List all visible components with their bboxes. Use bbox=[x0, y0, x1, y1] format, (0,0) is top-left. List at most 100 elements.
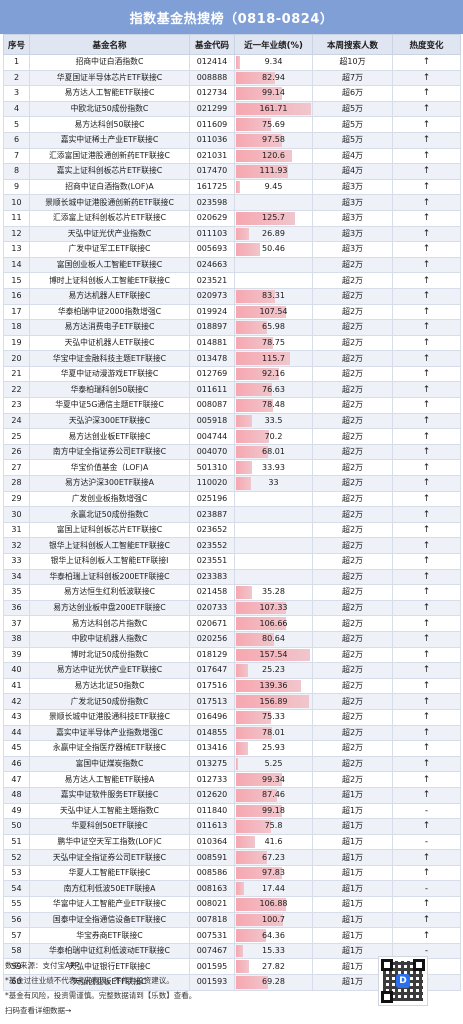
performance-value: 25.93 bbox=[262, 743, 285, 753]
table-row[interactable]: 54 南方红利低波50ETF联接A 008163 17.44 超1万 - bbox=[3, 880, 461, 898]
qr-logo-icon: D bbox=[396, 974, 410, 988]
table-row[interactable]: 37 易方达科创芯片指数C 020671 106.66 超2万 ↑ bbox=[3, 615, 461, 632]
performance-bar bbox=[236, 648, 310, 662]
row-number: 7 bbox=[3, 147, 30, 165]
table-row[interactable]: 47 易方达人工智能ETF联接A 012733 99.34 超2万 ↑ bbox=[3, 771, 461, 788]
performance-bar bbox=[236, 243, 260, 256]
performance-bar bbox=[236, 367, 279, 381]
table-row[interactable]: 49 天弘中证人工智能主题指数C 011840 99.18 超1万 - bbox=[3, 802, 461, 820]
fund-code: 018129 bbox=[189, 646, 235, 664]
table-row[interactable]: 53 华夏人工智能ETF联接C 008586 97.83 超1万 ↑ bbox=[3, 864, 461, 882]
table-row[interactable]: 3 易方达人工智能ETF联接C 012734 99.14 超6万 ↑ bbox=[3, 85, 461, 102]
table-row[interactable]: 56 国泰中证全指通信设备ETF联接C 007818 100.7 超1万 ↑ bbox=[3, 911, 461, 929]
fund-name: 易方达机器人ETF联接C bbox=[29, 287, 190, 305]
performance-bar bbox=[236, 321, 267, 334]
table-row[interactable]: 32 银华上证科创板人工智能ETF联接C 023552 超2万 ↑ bbox=[3, 537, 461, 554]
fund-code: 023887 bbox=[189, 506, 235, 523]
fund-performance: 50.46 bbox=[234, 241, 313, 258]
table-row[interactable]: 43 景顺长城中证港股通科技ETF联接C 016496 75.33 超2万 ↑ bbox=[3, 708, 461, 726]
table-row[interactable]: 14 富国创业板人工智能ETF联接C 024663 超2万 ↑ bbox=[3, 256, 461, 274]
table-row[interactable]: 38 中欧中证机器人指数C 020256 80.64 超2万 ↑ bbox=[3, 630, 461, 648]
table-row[interactable]: 25 易方达创业板ETF联接C 004744 70.2 超2万 ↑ bbox=[3, 428, 461, 445]
fund-name: 博时北证50成份指数C bbox=[29, 646, 190, 664]
table-row[interactable]: 20 华宝中证金融科技主题ETF联接C 013478 115.7 超2万 ↑ bbox=[3, 350, 461, 367]
table-row[interactable]: 7 汇添富国证港股通创新药ETF联接C 021031 120.6 超4万 ↑ bbox=[3, 147, 461, 165]
table-row[interactable]: 8 嘉实上证科创板芯片ETF联接C 017470 111.93 超4万 ↑ bbox=[3, 163, 461, 180]
page-title: 指数基金热搜榜（0818-0824） bbox=[129, 11, 334, 27]
table-row[interactable]: 28 易方达沪深300ETF联接A 110020 33 超2万 ↑ bbox=[3, 475, 461, 492]
table-row[interactable]: 4 中欧北证50成份指数C 021299 161.71 超5万 ↑ bbox=[3, 100, 461, 118]
performance-bar bbox=[236, 133, 282, 147]
table-row[interactable]: 19 天弘中证机器人ETF联接C 014881 78.75 超2万 ↑ bbox=[3, 334, 461, 352]
table-row[interactable]: 48 嘉实中证软件服务ETF联接C 012620 87.46 超1万 ↑ bbox=[3, 786, 461, 804]
table-row[interactable]: 24 天弘沪深300ETF联接C 005918 33.5 超2万 ↑ bbox=[3, 412, 461, 430]
table-row[interactable]: 18 易方达消费电子ETF联接C 018897 65.98 超2万 ↑ bbox=[3, 319, 461, 336]
trend-icon: - bbox=[392, 942, 461, 960]
table-row[interactable]: 39 博时北证50成份指数C 018129 157.54 超2万 ↑ bbox=[3, 646, 461, 664]
fund-code: 110020 bbox=[189, 475, 235, 492]
table-row[interactable]: 10 景顺长城中证港股通创新药ETF联接C 023598 超3万 ↑ bbox=[3, 194, 461, 211]
row-number: 3 bbox=[3, 85, 30, 102]
table-row[interactable]: 31 富国上证科创板芯片ETF联接C 023652 超2万 ↑ bbox=[3, 521, 461, 539]
performance-value: 33.5 bbox=[264, 415, 283, 425]
table-row[interactable]: 50 华夏科创50ETF联接C 011613 75.8 超1万 ↑ bbox=[3, 818, 461, 835]
fund-name: 广发北证50成份指数C bbox=[29, 693, 190, 710]
table-row[interactable]: 5 易方达科创50联接C 011609 75.69 超5万 ↑ bbox=[3, 116, 461, 133]
search-count: 超1万 bbox=[312, 927, 393, 944]
performance-bar bbox=[236, 414, 252, 428]
search-count: 超2万 bbox=[312, 490, 393, 508]
table-row[interactable]: 17 华泰柏瑞中证2000指数增强C 019924 107.54 超2万 ↑ bbox=[3, 303, 461, 321]
performance-value: 70.2 bbox=[264, 431, 283, 441]
table-row[interactable]: 26 南方中证全指证券公司ETF联接C 004070 68.01 超2万 ↑ bbox=[3, 443, 461, 461]
fund-performance: 100.7 bbox=[234, 911, 313, 929]
performance-bar bbox=[236, 632, 274, 646]
table-row[interactable]: 36 易方达创业板中盘200ETF联接C 020733 107.33 超2万 ↑ bbox=[3, 599, 461, 617]
table-row[interactable]: 27 华宝价值基金（LOF)A 501310 33.93 超2万 ↑ bbox=[3, 459, 461, 477]
row-number: 43 bbox=[3, 708, 30, 726]
fund-name: 易方达创业板中盘200ETF联接C bbox=[29, 599, 190, 617]
performance-bar bbox=[236, 586, 253, 599]
table-row[interactable]: 51 鹏华中证空天军工指数(LOF)C 010364 41.6 超1万 - bbox=[3, 833, 461, 851]
table-row[interactable]: 34 华泰柏瑞上证科创板200ETF联接C 023383 超2万 ↑ bbox=[3, 568, 461, 586]
table-row[interactable]: 21 华夏中证动漫游戏ETF联接C 012769 92.16 超2万 ↑ bbox=[3, 365, 461, 383]
table-row[interactable]: 23 华夏中证5G通信主题ETF联接C 008087 78.48 超2万 ↑ bbox=[3, 397, 461, 414]
fund-performance bbox=[234, 553, 313, 570]
table-row[interactable]: 40 易方达中证光伏产业ETF联接C 017647 25.23 超2万 ↑ bbox=[3, 662, 461, 679]
fund-name: 中欧中证机器人指数C bbox=[29, 630, 190, 648]
table-row[interactable]: 44 嘉实中证半导体产业指数增强C 014855 78.01 超2万 ↑ bbox=[3, 724, 461, 742]
table-row[interactable]: 35 易方达恒生红利低波联接C 021458 35.28 超2万 ↑ bbox=[3, 584, 461, 601]
search-count: 超2万 bbox=[312, 599, 393, 617]
table-row[interactable]: 57 华宝券商ETF联接C 007531 64.36 超1万 ↑ bbox=[3, 927, 461, 944]
table-row[interactable]: 13 广发中证军工ETF联接C 005693 50.46 超3万 ↑ bbox=[3, 241, 461, 258]
table-header-row: 序号 基金名称 基金代码 近一年业绩(%) 本周搜索人数 热度变化 bbox=[3, 34, 461, 55]
fund-code: 023551 bbox=[189, 553, 235, 570]
table-row[interactable]: 46 富国中证煤炭指数C 013275 5.25 超2万 ↑ bbox=[3, 755, 461, 773]
table-row[interactable]: 9 招商中证白酒指数(LOF)A 161725 9.45 超3万 ↑ bbox=[3, 178, 461, 196]
row-number: 20 bbox=[3, 350, 30, 367]
fund-code: 011840 bbox=[189, 802, 235, 820]
table-row[interactable]: 45 永赢中证全指医疗器械ETF联接C 013416 25.93 超2万 ↑ bbox=[3, 740, 461, 757]
table-row[interactable]: 6 嘉实中证稀土产业ETF联接C 011036 97.58 超5万 ↑ bbox=[3, 131, 461, 149]
table-row[interactable]: 22 华泰柏瑞科创50联接C 011611 76.63 超2万 ↑ bbox=[3, 381, 461, 399]
fund-code: 023598 bbox=[189, 194, 235, 211]
table-row[interactable]: 41 易方达北证50指数C 017516 139.36 超2万 ↑ bbox=[3, 677, 461, 695]
table-row[interactable]: 58 华泰柏瑞中证红利低波动ETF联接C 007467 15.33 超1万 - bbox=[3, 942, 461, 960]
table-row[interactable]: 2 华夏国证半导体芯片ETF联接C 008888 82.94 超7万 ↑ bbox=[3, 69, 461, 87]
fund-performance: 156.89 bbox=[234, 693, 313, 710]
table-row[interactable]: 55 华富中证人工智能产业ETF联接C 008021 106.88 超1万 ↑ bbox=[3, 896, 461, 913]
table-row[interactable]: 15 博时上证科创板人工智能ETF联接C 023521 超2万 ↑ bbox=[3, 272, 461, 289]
table-row[interactable]: 52 天弘中证全指证券公司ETF联接C 008591 67.23 超1万 ↑ bbox=[3, 849, 461, 866]
table-row[interactable]: 1 招商中证白酒指数C 012414 9.34 超10万 ↑ bbox=[3, 54, 461, 71]
table-row[interactable]: 12 天弘中证光伏产业指数C 011103 26.89 超3万 ↑ bbox=[3, 225, 461, 243]
table-row[interactable]: 16 易方达机器人ETF联接C 020973 83.31 超2万 ↑ bbox=[3, 287, 461, 305]
table-row[interactable]: 30 永赢北证50成份指数C 023887 超2万 ↑ bbox=[3, 506, 461, 523]
performance-bar bbox=[236, 710, 272, 724]
fund-performance: 125.7 bbox=[234, 209, 313, 227]
performance-value: 33 bbox=[268, 478, 279, 488]
table-row[interactable]: 42 广发北证50成份指数C 017513 156.89 超2万 ↑ bbox=[3, 693, 461, 710]
table-row[interactable]: 11 汇添富上证科创板芯片ETF联接C 020629 125.7 超3万 ↑ bbox=[3, 209, 461, 227]
table-row[interactable]: 29 广发创业板指数增强C 025196 超2万 ↑ bbox=[3, 490, 461, 508]
table-row[interactable]: 33 银华上证科创板人工智能ETF联接I 023551 超2万 ↑ bbox=[3, 553, 461, 570]
qr-code[interactable]: D bbox=[378, 956, 428, 1006]
